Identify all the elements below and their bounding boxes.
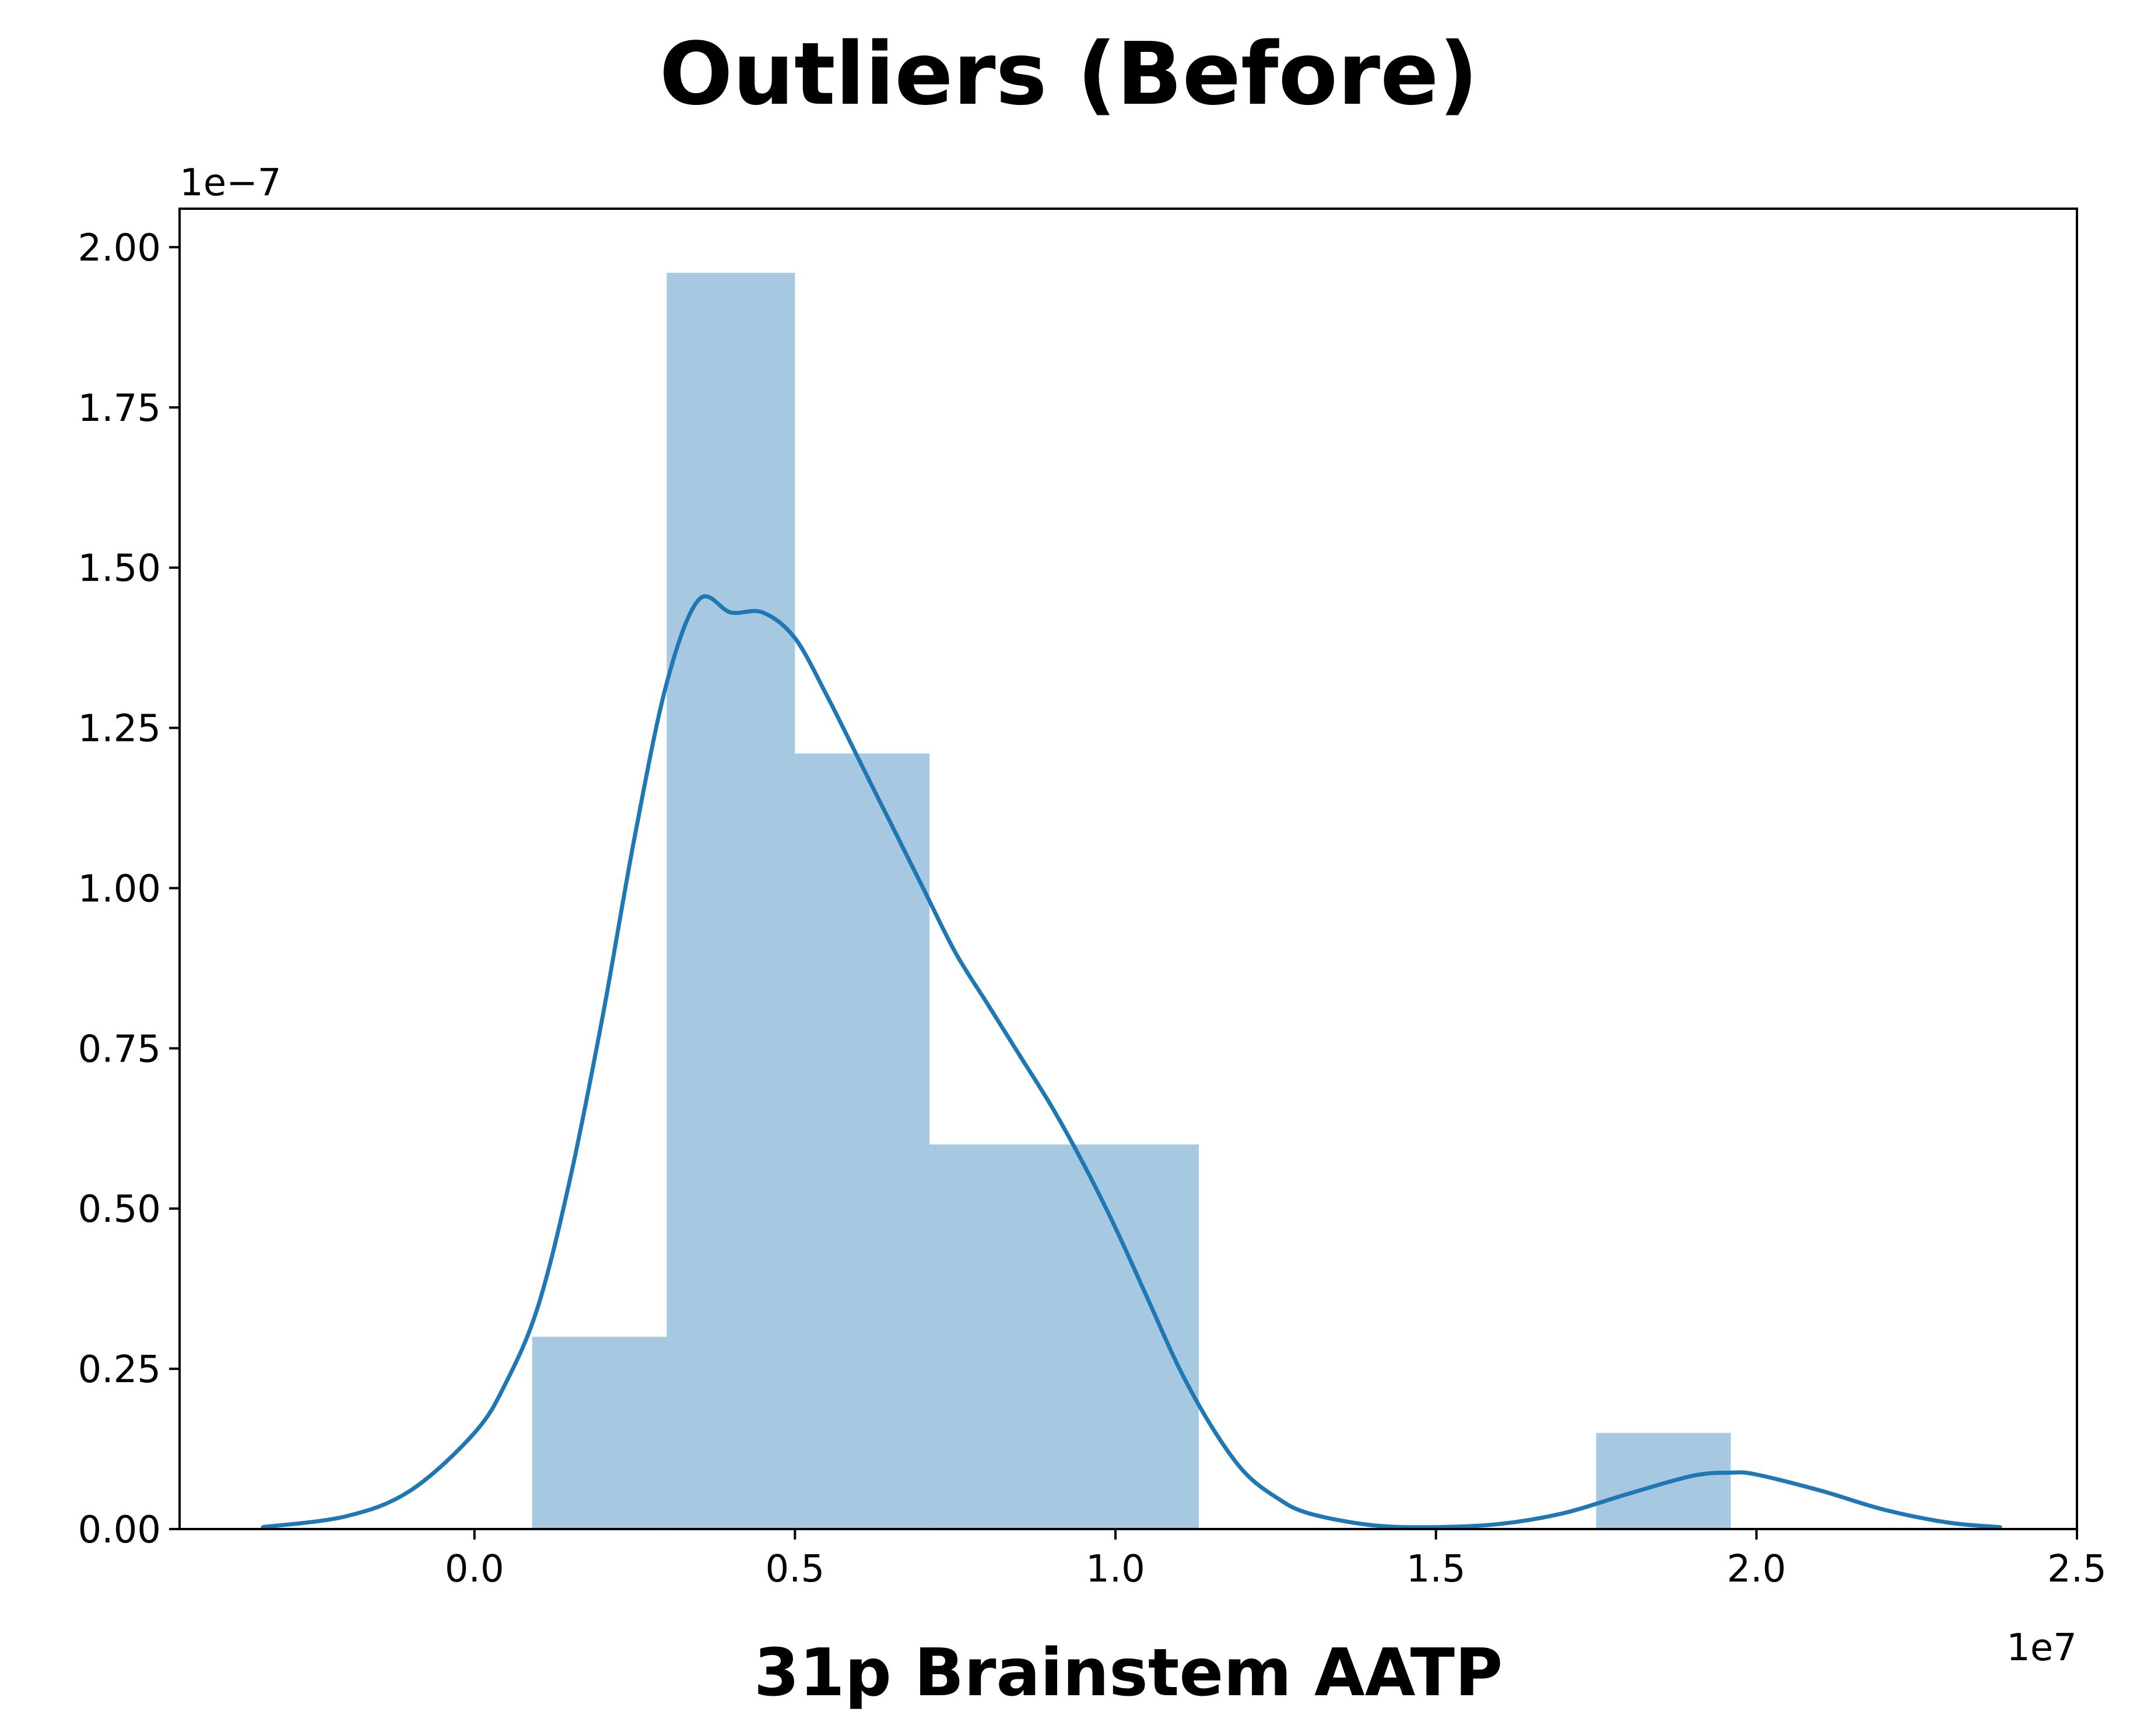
y-tick-label: 0.25 [78, 1348, 162, 1391]
histogram-bar [1064, 1144, 1199, 1529]
histogram-bar [929, 1144, 1065, 1529]
kde-line [261, 594, 2002, 1530]
x-tick-label: 0.0 [445, 1548, 504, 1591]
y-tick-label: 1.00 [78, 867, 162, 911]
histogram-bar [532, 1337, 667, 1529]
x-axis-ticks: 0.0 0.5 1.0 1.5 2.0 2.5 [445, 1529, 2107, 1591]
y-tick-label: 0.75 [78, 1028, 162, 1071]
histogram-bar [666, 272, 795, 1530]
x-tick-label: 2.5 [2047, 1548, 2107, 1591]
y-axis-ticks: 0.00 0.25 0.50 0.75 1.00 1.25 1.50 1.75 2.00 [78, 227, 180, 1552]
x-offset-label: 1e7 [2006, 1626, 2077, 1670]
x-tick-label: 1.0 [1086, 1548, 1145, 1591]
x-tick-label: 2.0 [1727, 1548, 1786, 1591]
plot-frame [178, 208, 2078, 1530]
kde-curve-layer [261, 594, 2002, 1530]
histogram-bar [795, 753, 930, 1529]
histogram-bar [1596, 1433, 1731, 1529]
y-tick-label: 1.75 [78, 387, 162, 430]
histogram-bars [532, 272, 1731, 1530]
y-tick-label: 1.50 [78, 547, 162, 591]
y-tick-label: 0.50 [78, 1188, 162, 1231]
y-tick-label: 0.00 [78, 1509, 162, 1552]
x-axis-label: 31p Brainstem AATP [754, 1635, 1503, 1711]
y-offset-label: 1e−7 [180, 161, 281, 205]
y-tick-label: 2.00 [78, 227, 162, 270]
y-tick-label: 1.25 [78, 708, 162, 751]
chart-title: Outliers (Before) [659, 24, 1478, 124]
x-tick-label: 1.5 [1406, 1548, 1466, 1591]
x-tick-label: 0.5 [765, 1548, 824, 1591]
